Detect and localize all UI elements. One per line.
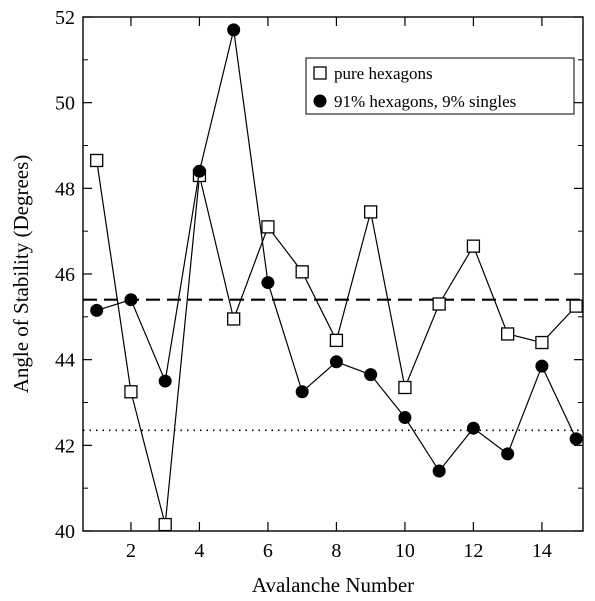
legend-marker-filled-circle: [313, 94, 327, 108]
data-point-circle: [158, 374, 172, 388]
x-tick-label: 6: [263, 540, 273, 562]
data-point-square: [124, 385, 138, 399]
data-point-square: [364, 205, 378, 219]
data-point-circle: [124, 293, 138, 307]
reference-lines: [83, 298, 583, 432]
series-mixed: [90, 23, 583, 478]
x-tick-label: 2: [126, 540, 136, 562]
legend-marker-open-square: [313, 66, 327, 80]
data-point-square: [90, 153, 104, 168]
data-point-circle: [329, 355, 343, 369]
y-tick-label: 44: [55, 350, 75, 372]
y-tick-label: 50: [55, 93, 75, 115]
data-point-square: [501, 327, 515, 341]
data-point-square: [432, 297, 446, 311]
data-point-square: [227, 312, 241, 326]
data-point-circle: [569, 432, 583, 446]
y-tick-label: 46: [55, 264, 75, 286]
y-tick-label: 52: [55, 7, 75, 29]
data-point-circle: [535, 359, 549, 373]
x-tick-label: 4: [194, 540, 204, 562]
x-tick-label: 8: [331, 540, 341, 562]
y-tick-label: 40: [55, 521, 75, 543]
data-point-circle: [227, 23, 241, 37]
series-pure-hexagons: [90, 153, 583, 532]
x-tick-label: 14: [532, 540, 552, 562]
y-axis-label: Angle of Stability (Degrees): [9, 155, 33, 394]
data-point-square: [158, 517, 172, 532]
data-point-circle: [295, 385, 309, 399]
data-point-circle: [90, 303, 104, 317]
legend-label-pure-hexagons: pure hexagons: [334, 64, 433, 83]
x-tick-label: 12: [463, 540, 483, 562]
y-tick-label: 42: [55, 435, 75, 457]
data-point-circle: [261, 276, 275, 290]
data-point-circle: [466, 421, 480, 435]
legend: pure hexagons 91% hexagons, 9% singles: [305, 57, 575, 115]
data-point-square: [261, 220, 275, 234]
series-layer: [90, 23, 583, 532]
x-tick-label: 10: [395, 540, 415, 562]
data-point-circle: [432, 464, 446, 478]
y-tick-label: 48: [55, 178, 75, 200]
data-point-square: [535, 335, 549, 350]
data-point-square: [569, 299, 583, 313]
data-point-square: [329, 333, 344, 348]
data-point-circle: [192, 164, 206, 178]
data-point-square: [398, 380, 412, 395]
data-point-circle: [398, 410, 412, 424]
legend-box: [305, 57, 575, 115]
x-axis-label: Avalanche Number: [252, 573, 414, 597]
legend-label-mixed: 91% hexagons, 9% singles: [334, 92, 516, 111]
data-point-square: [466, 239, 481, 253]
data-point-circle: [501, 447, 515, 461]
data-point-circle: [364, 368, 378, 382]
data-point-square: [295, 265, 309, 279]
